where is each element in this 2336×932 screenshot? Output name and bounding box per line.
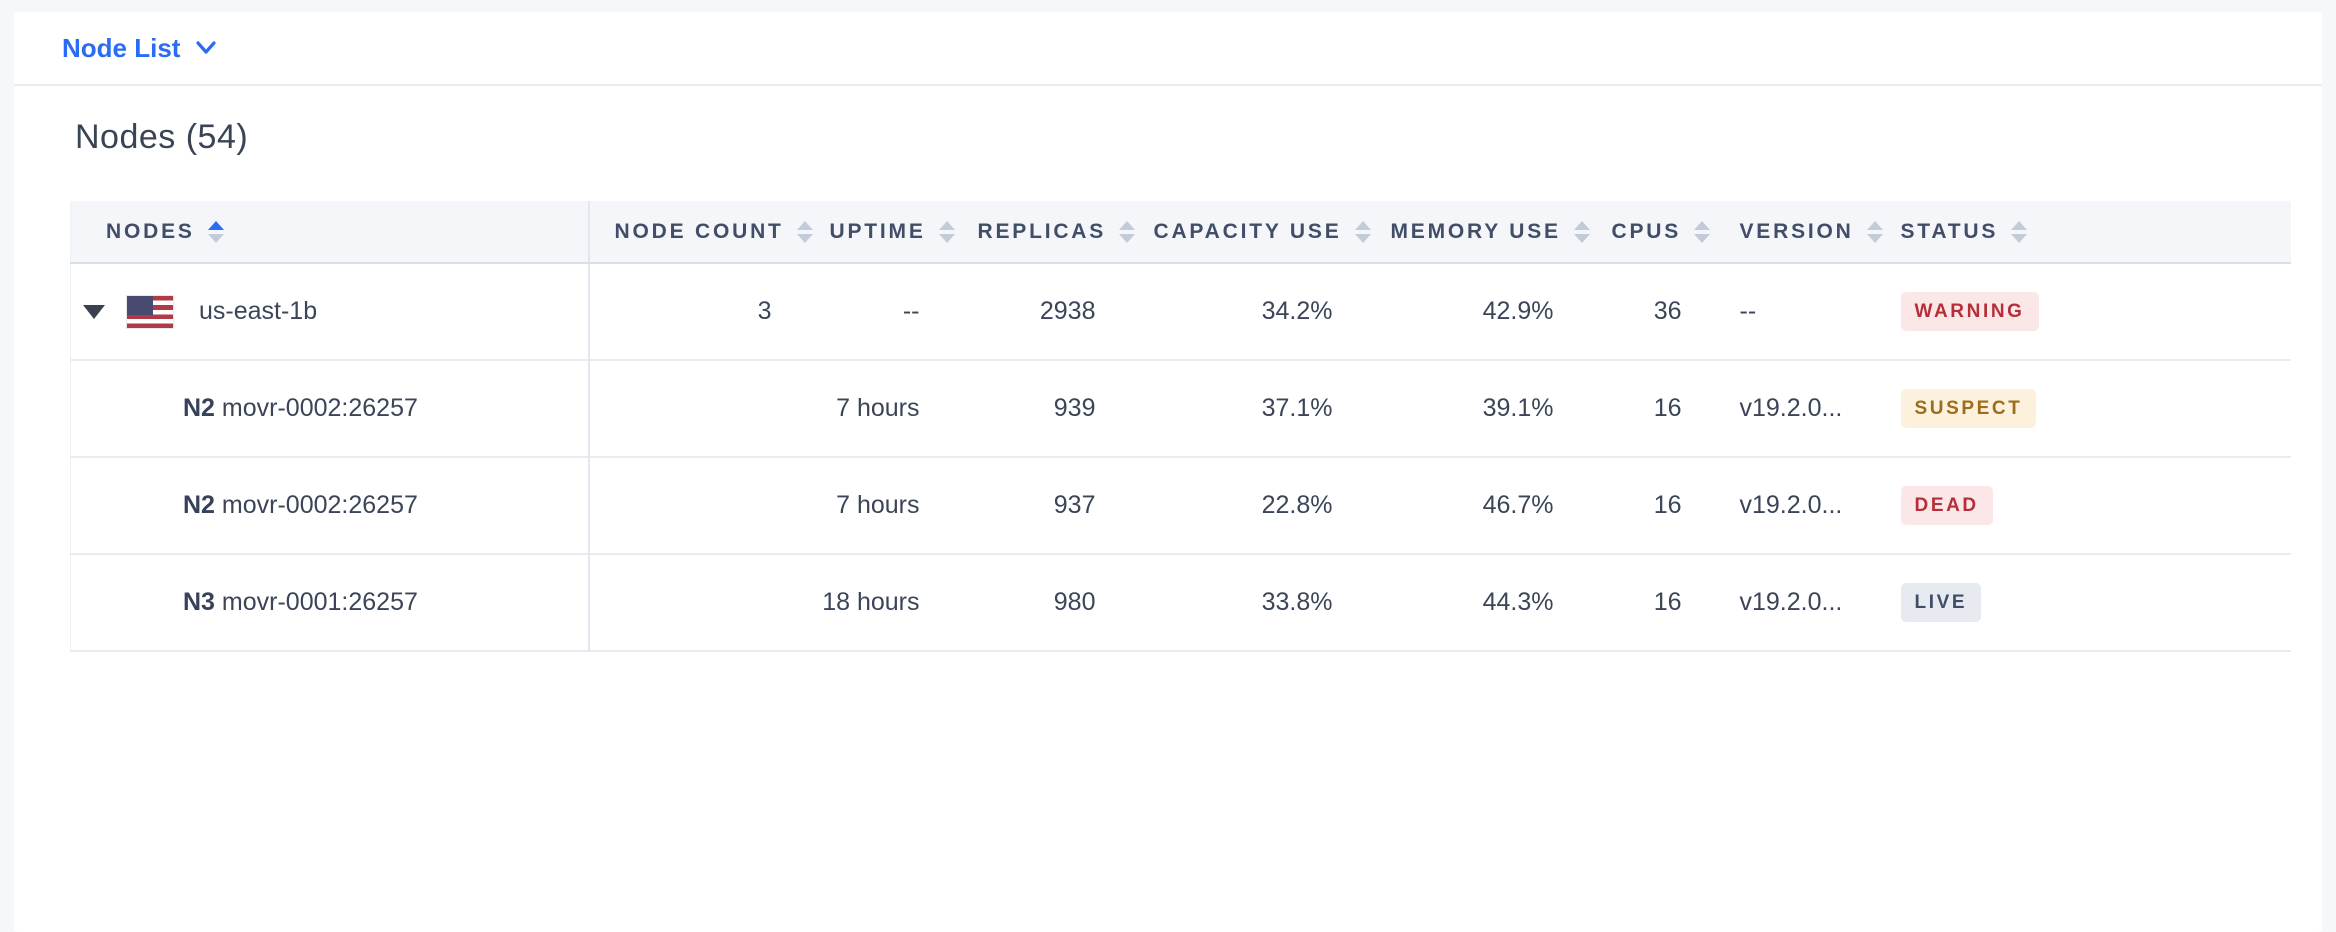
version-cell: v19.2.0... [1739, 588, 1843, 616]
cpus-cell: 16 [1653, 588, 1682, 616]
status-badge: DEAD [1900, 486, 1993, 525]
sort-icon [1694, 220, 1711, 243]
cpus-cell: 16 [1653, 491, 1682, 519]
node-count-cell [589, 360, 805, 457]
version-cell: -- [1739, 297, 1757, 325]
replicas-cell: 939 [1053, 394, 1096, 422]
triangle-down-icon[interactable] [83, 304, 105, 319]
version-cell: v19.2.0... [1739, 394, 1843, 422]
uptime-cell: 7 hours [836, 394, 920, 422]
column-label: NODE COUNT [614, 219, 784, 243]
chevron-down-icon [196, 41, 217, 54]
node-id: N2 [183, 491, 215, 519]
memory-use-cell: 39.1% [1482, 394, 1554, 422]
status-cell: WARNING [1876, 263, 2291, 360]
node-name-cell[interactable]: N2 movr-0002:26257 [70, 360, 590, 457]
node-id: N3 [183, 588, 215, 616]
sort-icon [1866, 220, 1883, 243]
sort-icon [1354, 220, 1371, 243]
replicas-cell: 937 [1053, 491, 1096, 519]
table-row-node[interactable]: N2 movr-0002:26257 7 hours 939 37.1% 39.… [70, 360, 2291, 457]
sort-icon [207, 220, 224, 243]
replicas-cell: 980 [1053, 588, 1096, 616]
column-header-version[interactable]: VERSION [1714, 201, 1883, 264]
status-badge: SUSPECT [1900, 389, 2037, 428]
column-label: CAPACITY USE [1153, 219, 1342, 243]
node-id: N2 [183, 394, 215, 422]
nodes-table-wrapper: NODES NODE COUNT UPTIME [70, 201, 2291, 652]
status-badge: LIVE [1900, 583, 1982, 622]
uptime-cell: -- [902, 297, 920, 325]
view-dropdown-label: Node List [62, 32, 181, 63]
table-row-region[interactable]: us-east-1b 3 -- 2938 34.2% 42.9% 36 -- W… [70, 263, 2291, 360]
column-label: VERSION [1739, 219, 1854, 243]
node-name-cell[interactable]: N3 movr-0001:26257 [70, 554, 590, 651]
column-header-replicas[interactable]: REPLICAS [952, 201, 1136, 264]
us-flag-icon [126, 294, 174, 329]
column-label: STATUS [1900, 219, 1999, 243]
column-label: MEMORY USE [1390, 219, 1561, 243]
column-label: REPLICAS [977, 219, 1107, 243]
region-name: us-east-1b [199, 297, 318, 325]
column-header-status[interactable]: STATUS [1875, 201, 2291, 264]
column-header-node-count[interactable]: NODE COUNT [588, 201, 813, 264]
memory-use-cell: 46.7% [1482, 491, 1554, 519]
table-header-row: NODES NODE COUNT UPTIME [70, 201, 2291, 264]
sort-icon [2011, 220, 2028, 243]
cpus-cell: 36 [1653, 297, 1682, 325]
column-label: UPTIME [829, 219, 926, 243]
column-header-cpus[interactable]: CPUS [1586, 201, 1715, 264]
node-address: movr-0002:26257 [221, 491, 418, 519]
sort-icon [938, 220, 955, 243]
node-list-card: Node List Nodes (54) NODES [14, 12, 2322, 932]
column-label: CPUS [1611, 219, 1682, 243]
status-badge: WARNING [1900, 292, 2039, 331]
capacity-use-cell: 22.8% [1261, 491, 1333, 519]
capacity-use-cell: 34.2% [1261, 297, 1333, 325]
column-header-uptime[interactable]: UPTIME [804, 201, 955, 264]
table-row-node[interactable]: N2 movr-0002:26257 7 hours 937 22.8% 46.… [70, 457, 2291, 554]
status-cell: SUSPECT [1876, 360, 2291, 457]
capacity-use-cell: 33.8% [1261, 588, 1333, 616]
uptime-cell: 7 hours [836, 491, 920, 519]
version-cell: v19.2.0... [1739, 491, 1843, 519]
region-cell: us-east-1b [70, 263, 590, 360]
memory-use-cell: 42.9% [1482, 297, 1554, 325]
column-label: NODES [106, 219, 195, 243]
status-cell: DEAD [1876, 457, 2291, 554]
cpus-cell: 16 [1653, 394, 1682, 422]
node-list-view-dropdown[interactable]: Node List [62, 32, 217, 64]
node-count-cell: 3 [757, 297, 772, 325]
column-header-memory-use[interactable]: MEMORY USE [1365, 201, 1590, 264]
page-title: Nodes (54) [75, 118, 249, 156]
capacity-use-cell: 37.1% [1261, 394, 1333, 422]
node-count-cell [589, 457, 805, 554]
sort-icon [1119, 220, 1136, 243]
nodes-table: NODES NODE COUNT UPTIME [70, 201, 2291, 652]
status-cell: LIVE [1876, 554, 2291, 651]
sort-icon [796, 220, 813, 243]
table-row-node[interactable]: N3 movr-0001:26257 18 hours 980 33.8% 44… [70, 554, 2291, 651]
column-header-nodes[interactable]: NODES [70, 201, 590, 264]
replicas-cell: 2938 [1039, 297, 1096, 325]
node-name-cell[interactable]: N2 movr-0002:26257 [70, 457, 590, 554]
node-address: movr-0002:26257 [221, 394, 418, 422]
column-header-capacity-use[interactable]: CAPACITY USE [1128, 201, 1371, 264]
card-header: Node List [14, 12, 2322, 86]
node-address: movr-0001:26257 [221, 588, 418, 616]
sort-icon [1573, 220, 1590, 243]
node-count-cell [589, 554, 805, 651]
uptime-cell: 18 hours [822, 588, 920, 616]
memory-use-cell: 44.3% [1482, 588, 1554, 616]
